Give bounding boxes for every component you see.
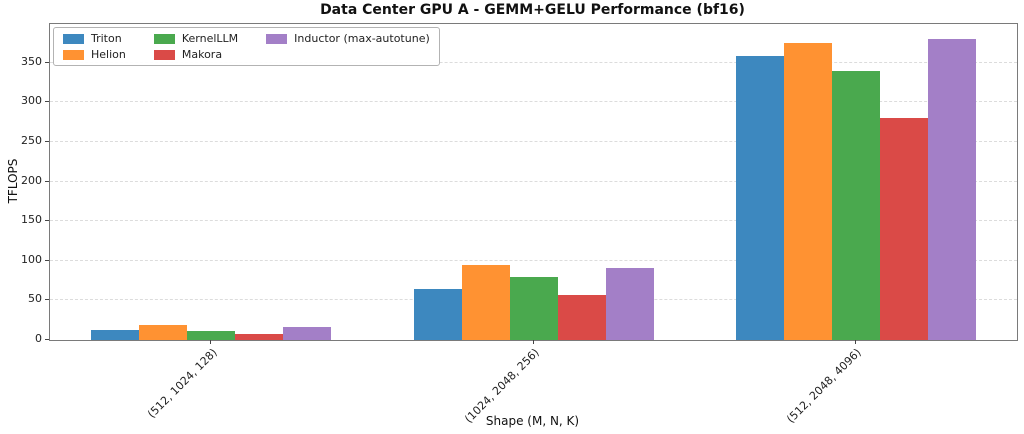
gridline [50,220,1017,222]
y-tick-label: 350 [21,54,42,68]
y-tick-label: 50 [28,292,42,306]
gridline [50,141,1017,143]
y-tick-label: 150 [21,213,42,227]
bar-kernelllm [831,70,880,340]
gridline [50,180,1017,182]
legend-item: Inductor (max-autotune) [266,32,430,45]
bar-triton [413,288,462,340]
bar-kernelllm [187,330,236,340]
y-tick-label: 0 [35,332,42,345]
bar-inductor-max-autotune [283,326,332,340]
bar-makora [235,333,284,340]
legend-swatch-kernelllm [153,33,175,44]
legend-item: KernelLLM [153,32,239,45]
chart-title: Data Center GPU A - GEMM+GELU Performanc… [320,2,745,18]
legend-item: Makora [153,48,238,61]
bar-inductor-max-autotune [927,39,976,340]
bars-layer [50,24,1017,340]
legend-label: Triton [91,32,122,45]
x-axis-label: Shape (M, N, K) [485,414,580,428]
legend-label: Makora [181,48,223,61]
plot-area: Triton Helion KernelLLM Makora Inductor (max… [49,23,1018,341]
legend-label: Inductor (max-autotune) [294,32,430,45]
gridline [50,259,1017,261]
bar-helion [139,324,188,340]
bar-makora [557,294,606,340]
legend-swatch-makora [153,49,175,60]
y-tick-label: 300 [21,94,42,108]
legend: Triton Helion KernelLLM Makora Inductor (max… [53,27,440,66]
legend-swatch-triton [63,33,84,44]
y-axis-label: TFLOPS [6,158,20,204]
bar-makora [879,118,928,340]
legend-label: Helion [91,48,126,61]
bar-triton [91,329,140,340]
gridline [50,101,1017,103]
legend-item: Triton [63,32,126,45]
legend-swatch-inductor-max-autotune [266,33,288,44]
x-category-label: (512, 1024, 128) [144,346,220,421]
bar-triton [735,56,784,340]
bar-inductor-max-autotune [605,267,654,340]
legend-swatch-helion [63,49,84,60]
bar-helion [461,264,510,340]
legend-label: KernelLLM [181,32,239,45]
y-tick-label: 250 [21,134,42,147]
gridline [50,61,1017,63]
y-tick-label: 100 [21,252,42,266]
legend-item: Helion [63,48,126,61]
bar-helion [783,43,832,340]
bar-kernelllm [509,276,558,340]
